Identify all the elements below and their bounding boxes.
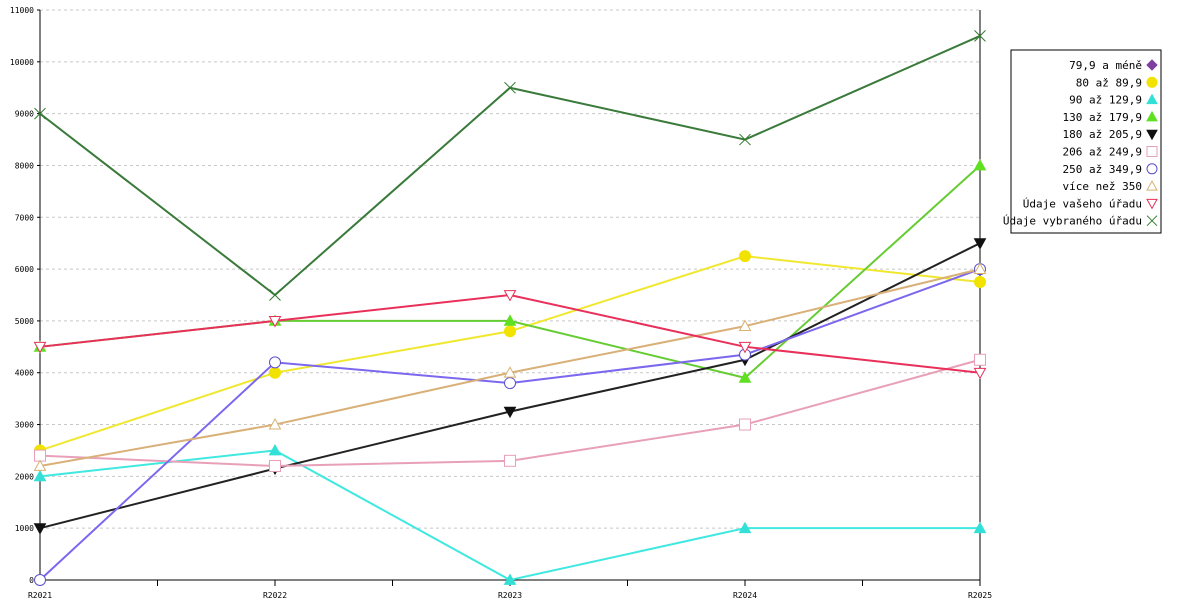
y-tick-label: 0 [29, 576, 34, 585]
data-point [33, 469, 47, 482]
legend: 79,9 a méně 80 až 89,9 90 až 129,9 130 až 1… [1003, 49, 1162, 234]
series-line [39, 449, 980, 582]
data-point [973, 238, 987, 250]
y-tick-label: 1000 [15, 524, 34, 533]
legend-marker [1146, 163, 1158, 175]
legend-label: Údaje vašeho úřadu [1023, 197, 1142, 210]
legend-label: 180 až 205,9 [1063, 128, 1142, 141]
data-point [973, 158, 987, 171]
legend-marker [1146, 215, 1158, 227]
y-tick-label: 5000 [15, 317, 34, 326]
legend-marker [1146, 110, 1158, 122]
data-point [738, 521, 752, 534]
data-point [34, 574, 46, 586]
y-tick-label: 3000 [15, 421, 34, 430]
data-point [269, 366, 281, 379]
data-point [33, 523, 47, 535]
y-tick-label: 7000 [15, 213, 34, 222]
data-point [738, 371, 752, 383]
x-tick-label: R2024 [733, 591, 757, 600]
data-point [269, 356, 281, 369]
y-tick-label: 2000 [15, 472, 34, 481]
data-point [973, 521, 987, 534]
data-point [503, 290, 517, 302]
data-point [739, 418, 751, 431]
legend-label: 250 až 349,9 [1063, 163, 1142, 176]
series-lines [39, 34, 981, 582]
legend-label: 80 až 89,9 [1076, 76, 1142, 89]
legend-box [1010, 49, 1162, 234]
y-tick-label: 6000 [15, 265, 34, 274]
data-point [974, 30, 986, 42]
legend-marker [1146, 180, 1158, 191]
data-point [503, 366, 517, 378]
legend-marker [1146, 76, 1158, 88]
data-point [269, 289, 281, 301]
data-point [504, 454, 516, 467]
data-point [503, 406, 517, 419]
data-point [974, 276, 986, 289]
data-point [738, 341, 752, 354]
data-point [739, 133, 751, 146]
data-point [739, 250, 751, 263]
data-point [268, 418, 282, 430]
data-point [34, 107, 46, 120]
legend-label: Údaje vybraného úřadu [1003, 215, 1142, 228]
data-point [504, 377, 516, 390]
legend-marker [1146, 59, 1158, 71]
y-tick-label: 4000 [15, 369, 34, 378]
legend-label: 206 až 249,9 [1063, 146, 1142, 159]
data-point [268, 443, 282, 456]
y-tick-label: 11000 [10, 6, 34, 15]
series-line [39, 255, 981, 452]
y-tick-label: 8000 [15, 161, 34, 170]
legend-marker [1146, 93, 1158, 105]
data-point [504, 325, 516, 338]
data-point [738, 319, 752, 331]
data-point [269, 460, 281, 472]
data-point [973, 367, 987, 380]
legend-marker [1146, 146, 1158, 157]
data-point [504, 81, 516, 94]
data-point [33, 341, 47, 354]
y-tick-label: 9000 [15, 110, 34, 119]
data-point [268, 316, 282, 328]
x-tick-label: R2021 [28, 591, 52, 600]
series-line [39, 164, 981, 380]
x-tick-label: R2022 [263, 591, 287, 600]
legend-label: 90 až 129,9 [1069, 94, 1142, 107]
data-point [503, 314, 517, 326]
legend-label: 79,9 a méně [1069, 59, 1142, 72]
series-markers [33, 30, 987, 586]
x-tick-label: R2023 [498, 591, 522, 600]
legend-marker [1146, 198, 1158, 210]
x-tick-label: R2025 [968, 591, 992, 600]
legend-marker [1146, 129, 1158, 141]
y-tick-label: 10000 [10, 58, 34, 67]
data-point [503, 573, 517, 585]
legend-label: 130 až 179,9 [1063, 111, 1142, 124]
data-point [973, 262, 987, 274]
data-point [974, 353, 986, 366]
y-axis-ticks: 0 1000 2000 3000 4000 5000 6000 7000 8000 9000 100… [10, 6, 40, 585]
legend-label: více než 350 [1063, 180, 1142, 193]
data-point [33, 459, 47, 471]
